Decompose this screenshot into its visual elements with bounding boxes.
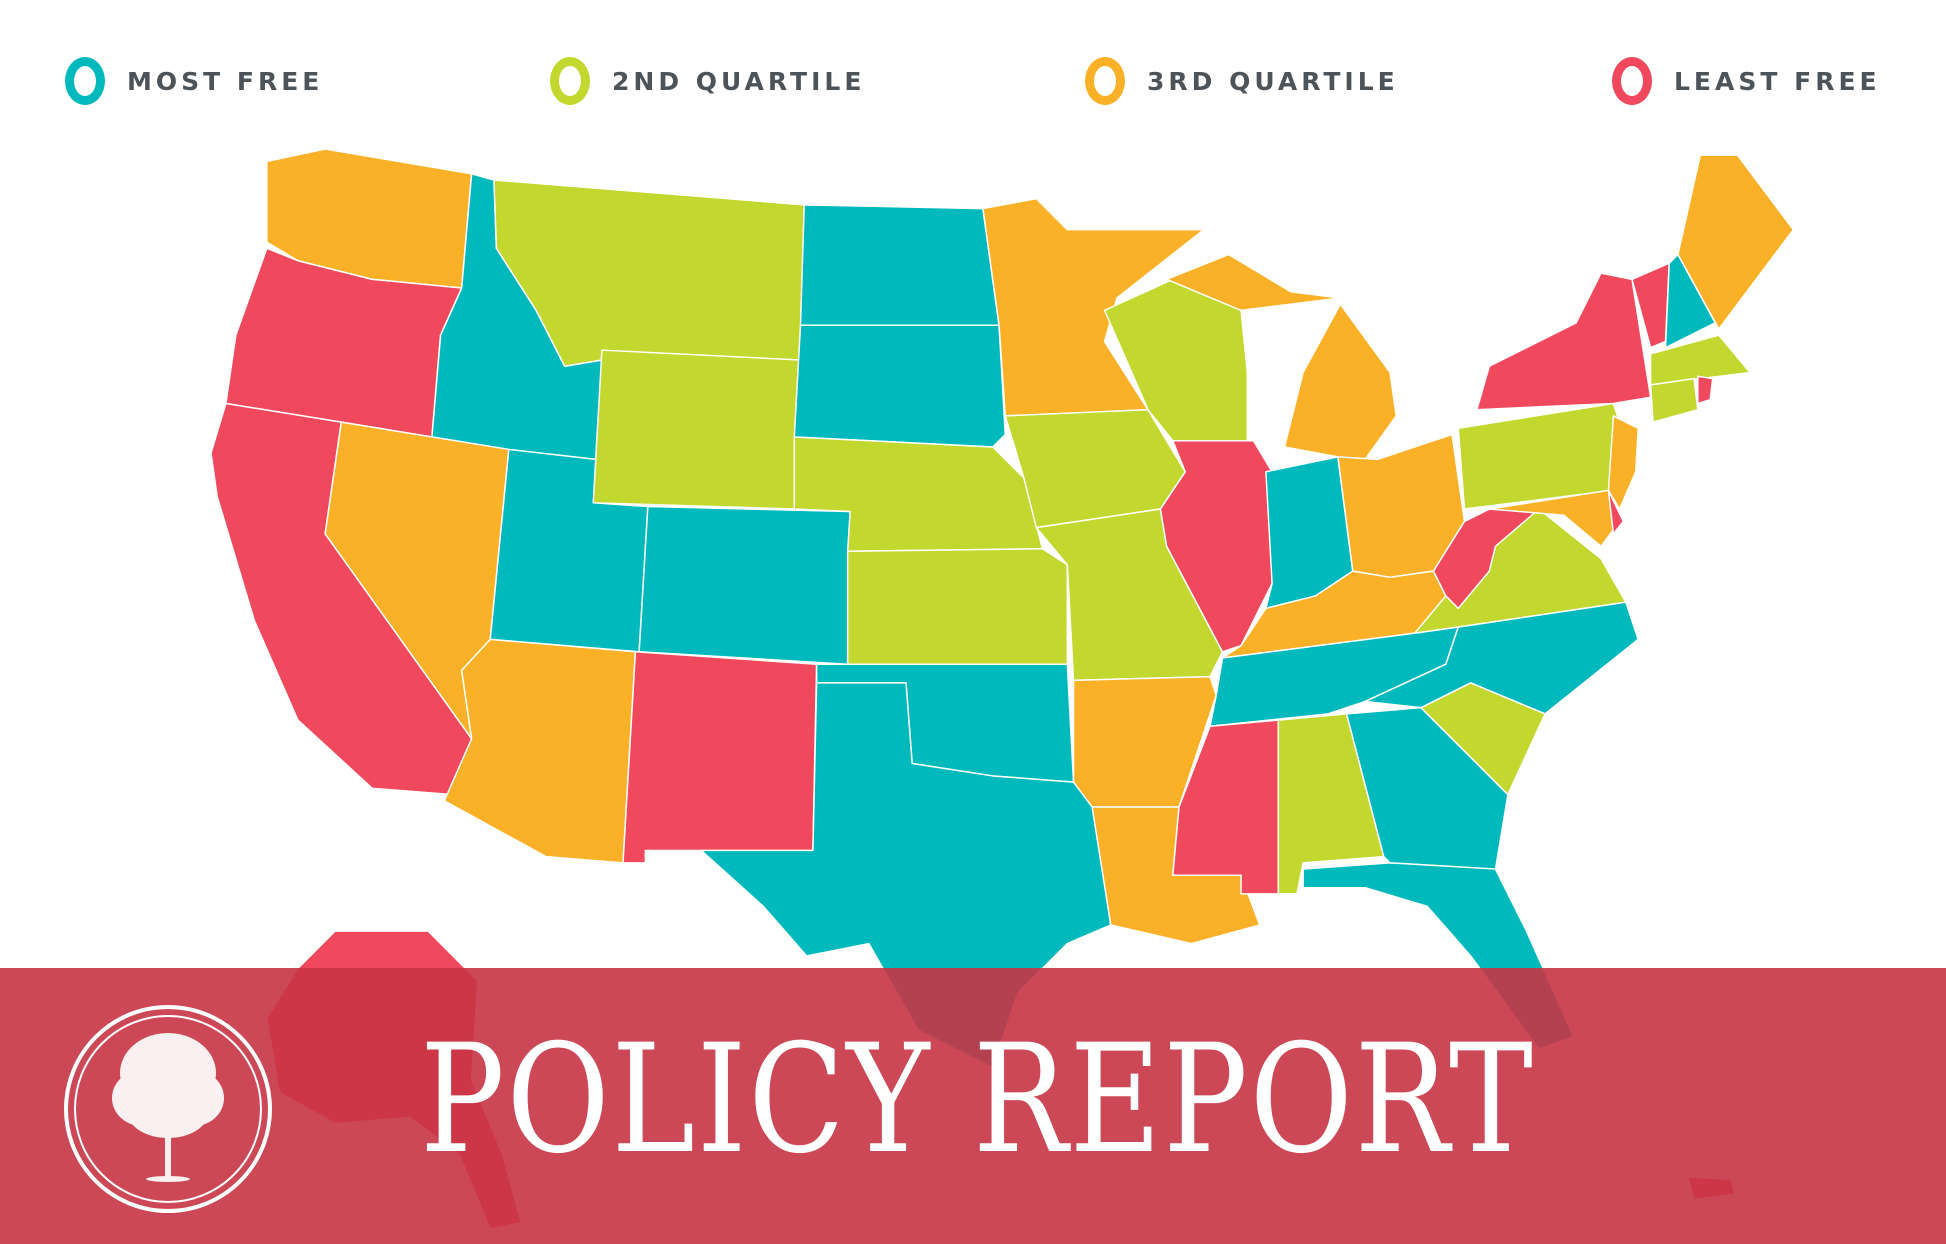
state-de bbox=[1607, 489, 1625, 535]
state-nd bbox=[799, 204, 1000, 327]
state-md bbox=[1488, 489, 1621, 548]
state-ny bbox=[1476, 272, 1652, 411]
state-il bbox=[1159, 439, 1273, 653]
state-nj bbox=[1607, 415, 1639, 510]
state-ma bbox=[1649, 334, 1751, 386]
legend-item-2nd-quartile: 2ND QUARTILE bbox=[550, 50, 865, 112]
state-mi bbox=[1283, 303, 1397, 461]
state-co bbox=[638, 505, 851, 665]
legend-item-3rd-quartile: 3RD QUARTILE bbox=[1085, 50, 1399, 112]
state-wv bbox=[1432, 508, 1540, 610]
legend-label: 2ND QUARTILE bbox=[612, 66, 866, 96]
state-wy bbox=[592, 349, 802, 510]
ring-icon bbox=[550, 57, 590, 105]
state-sd bbox=[793, 324, 1007, 448]
state-mi bbox=[1165, 253, 1342, 312]
ring-icon bbox=[1085, 57, 1125, 105]
legend-item-most-free: MOST FREE bbox=[65, 50, 323, 112]
legend-label: LEAST FREE bbox=[1674, 66, 1881, 96]
state-ri bbox=[1697, 375, 1714, 405]
legend-label: 3RD QUARTILE bbox=[1147, 66, 1399, 96]
state-nm bbox=[622, 651, 818, 864]
tree-seal-logo bbox=[64, 1005, 272, 1213]
state-ct bbox=[1649, 377, 1699, 423]
state-me bbox=[1677, 154, 1795, 330]
state-az bbox=[443, 638, 637, 864]
state-nc bbox=[1364, 601, 1639, 715]
state-ks bbox=[846, 548, 1069, 665]
banner-title: POLICY REPORT bbox=[420, 1013, 1535, 1187]
legend: MOST FREE 2ND QUARTILE 3RD QUARTILE LEAS… bbox=[0, 50, 1946, 112]
ring-icon bbox=[1612, 57, 1652, 105]
ring-icon bbox=[65, 57, 105, 105]
policy-report-banner bbox=[0, 968, 1946, 1244]
legend-item-least-free: LEAST FREE bbox=[1612, 50, 1881, 112]
legend-label: MOST FREE bbox=[127, 66, 324, 96]
